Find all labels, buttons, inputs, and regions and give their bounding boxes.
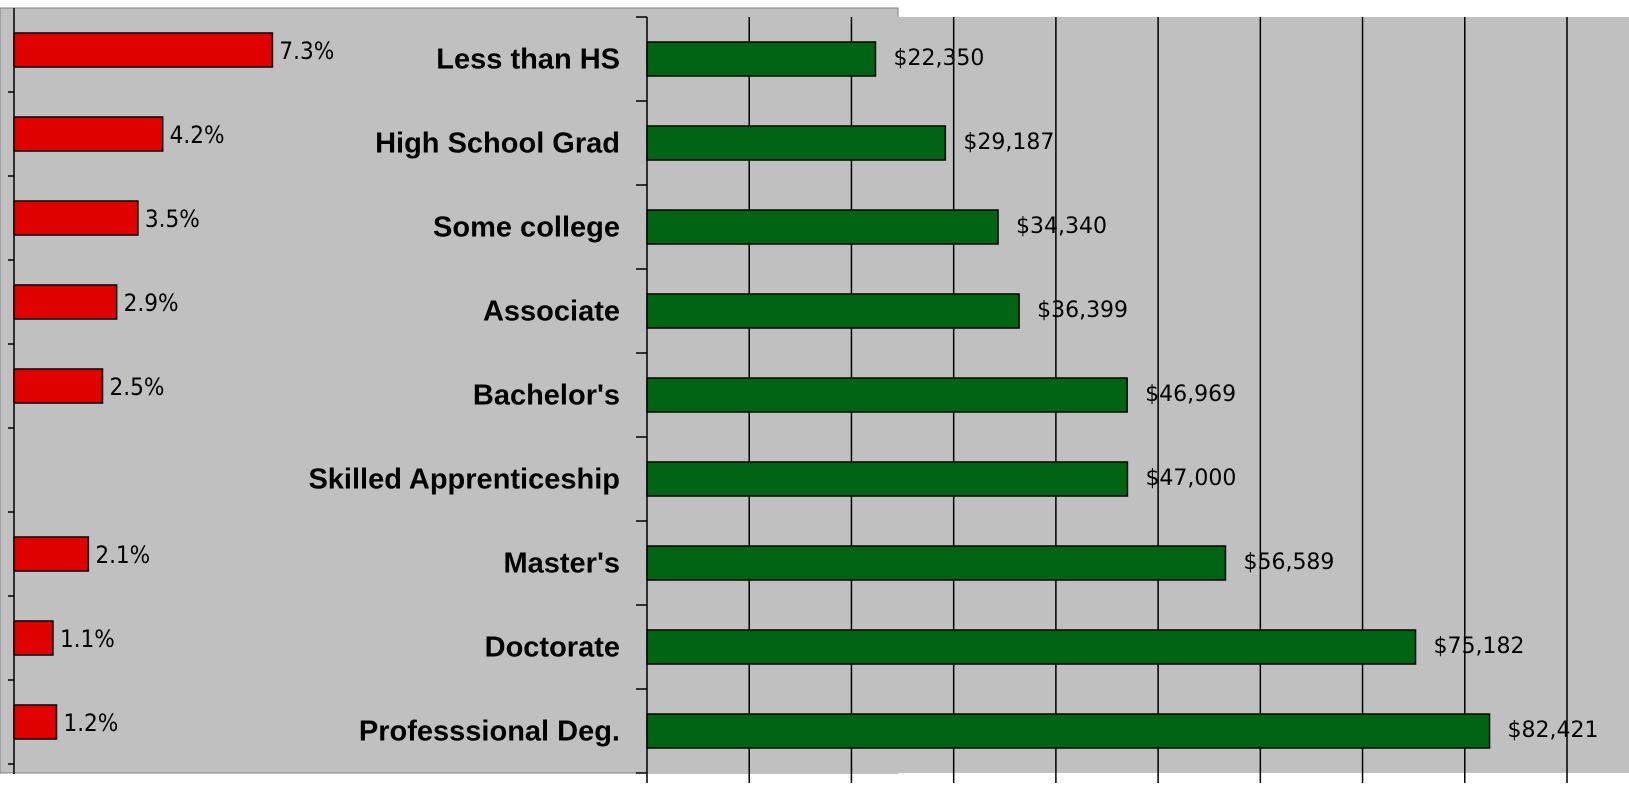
bar — [646, 125, 947, 161]
bar — [13, 32, 274, 68]
value-label: 2.9% — [124, 289, 179, 317]
bar — [13, 116, 164, 152]
bar — [646, 545, 1227, 581]
value-label: 3.5% — [145, 205, 200, 233]
bar — [646, 713, 1491, 749]
value-label: $22,350 — [893, 46, 984, 71]
value-label: $46,969 — [1145, 382, 1236, 407]
value-label: $82,421 — [1508, 718, 1599, 743]
bar — [646, 629, 1417, 665]
value-label: $56,589 — [1243, 550, 1334, 575]
category-label: Professsional Deg. — [359, 716, 620, 748]
category-label: High School Grad — [375, 128, 620, 160]
value-label: 1.1% — [60, 625, 115, 653]
bar — [13, 620, 54, 656]
value-label: $75,182 — [1434, 634, 1525, 659]
bar — [13, 536, 90, 572]
category-label: Bachelor's — [473, 380, 620, 412]
bar — [13, 284, 118, 320]
bar — [646, 461, 1129, 497]
value-label: $34,340 — [1016, 214, 1107, 239]
category-label: Doctorate — [485, 632, 620, 664]
bar — [646, 209, 999, 245]
category-label: Less than HS — [436, 44, 620, 76]
bar — [13, 704, 58, 740]
bar — [646, 41, 877, 77]
value-label: $36,399 — [1037, 298, 1128, 323]
value-label: $47,000 — [1145, 466, 1236, 491]
category-label: Associate — [483, 296, 620, 328]
category-label: Some college — [433, 212, 620, 244]
category-label: Skilled Apprenticeship — [308, 464, 620, 496]
value-label: 2.1% — [95, 541, 150, 569]
value-label: $29,187 — [963, 130, 1054, 155]
bar — [646, 377, 1128, 413]
category-label: Master's — [503, 548, 620, 580]
bar — [13, 368, 104, 404]
value-label: 7.3% — [279, 37, 334, 65]
bar — [13, 200, 139, 236]
value-label: 4.2% — [170, 121, 225, 149]
value-label: 1.2% — [63, 709, 118, 737]
value-label: 2.5% — [110, 373, 165, 401]
bar — [646, 293, 1020, 329]
